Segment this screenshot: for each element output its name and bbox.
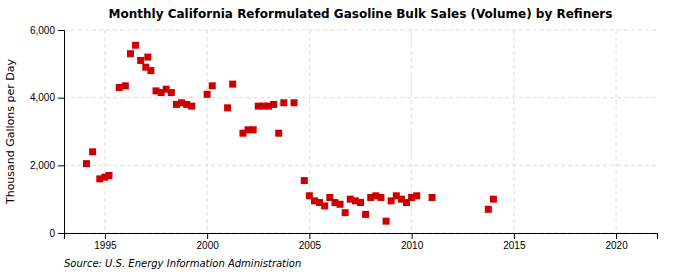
point [280,99,287,106]
x-tick-label: 2015 [503,240,526,251]
point [83,160,90,167]
x-tick-label: 2020 [605,240,628,251]
point [204,91,211,98]
x-tick-label: 2000 [197,240,220,251]
point [337,201,344,208]
x-tick: 2000 [197,233,220,251]
grid-line-y [64,30,657,31]
grid-line-x [309,30,310,233]
chart: 1995 2000 2005 2010 2015 2020 0 2,000 4,000 6,000… [0,0,675,275]
point [144,54,151,61]
y-tick-label: 0 [49,228,55,239]
point [485,206,492,213]
x-tick: 2005 [299,233,322,251]
grid-line-x [104,30,105,233]
y-tick: 4,000 [30,92,64,103]
y-tick-label: 6,000 [30,25,55,36]
point [127,50,134,57]
point [383,218,390,225]
point [490,196,497,203]
grid [64,30,657,233]
point [89,148,96,155]
grid-line-y [64,165,657,166]
points [83,42,497,225]
y-axis: 0 2,000 4,000 6,000 [30,25,65,239]
point [291,99,298,106]
point [168,89,175,96]
y-tick-mark [58,98,64,99]
point [147,67,154,74]
grid-line-x [616,30,617,233]
y-axis-label: Thousand Gallons per Day [4,58,17,205]
point [105,172,112,179]
x-tick-mark [105,233,106,239]
y-tick: 2,000 [30,160,64,171]
point [429,194,436,201]
y-tick-label: 2,000 [30,160,55,171]
grid-line-x [207,30,208,233]
point [229,81,236,88]
x-axis-line [65,234,658,240]
point [270,101,277,108]
point [362,211,369,218]
point [116,84,123,91]
x-tick-mark [412,233,413,239]
grid-line-y [64,97,657,98]
point [342,209,349,216]
grid-line-x [411,30,412,233]
point [321,202,328,209]
title: Monthly California Reformulated Gasoline… [109,7,613,21]
x-tick-mark [309,233,310,239]
point [250,126,257,133]
point [301,177,308,184]
x-tick: 1995 [94,233,117,251]
point [377,194,384,201]
y-tick-mark [58,233,64,234]
point [357,199,364,206]
y-axis-line [58,31,65,234]
grid-line-x [513,30,514,233]
x-tick: 2010 [401,233,424,251]
point [413,192,420,199]
x-tick-mark [616,233,617,239]
y-tick-mark [58,165,64,166]
y-tick: 0 [49,228,64,239]
source: Source: U.S. Energy Information Administ… [64,258,301,269]
point [137,57,144,64]
point [132,42,139,49]
x-tick: 2020 [605,233,628,251]
point [188,103,195,110]
plot-area: 1995 2000 2005 2010 2015 2020 0 2,000 4,000 6,000 [30,25,658,251]
x-tick-mark [207,233,208,239]
x-tick: 2015 [503,233,526,251]
x-axis: 1995 2000 2005 2010 2015 2020 [65,233,658,251]
x-tick-label: 2005 [299,240,322,251]
x-tick-label: 2010 [401,240,424,251]
y-tick: 6,000 [30,25,64,36]
point [224,104,231,111]
point [275,130,282,137]
y-tick-mark [58,30,64,31]
point [122,82,129,89]
y-tick-label: 4,000 [30,92,55,103]
x-tick-mark [514,233,515,239]
point [209,82,216,89]
x-tick-label: 1995 [94,240,117,251]
